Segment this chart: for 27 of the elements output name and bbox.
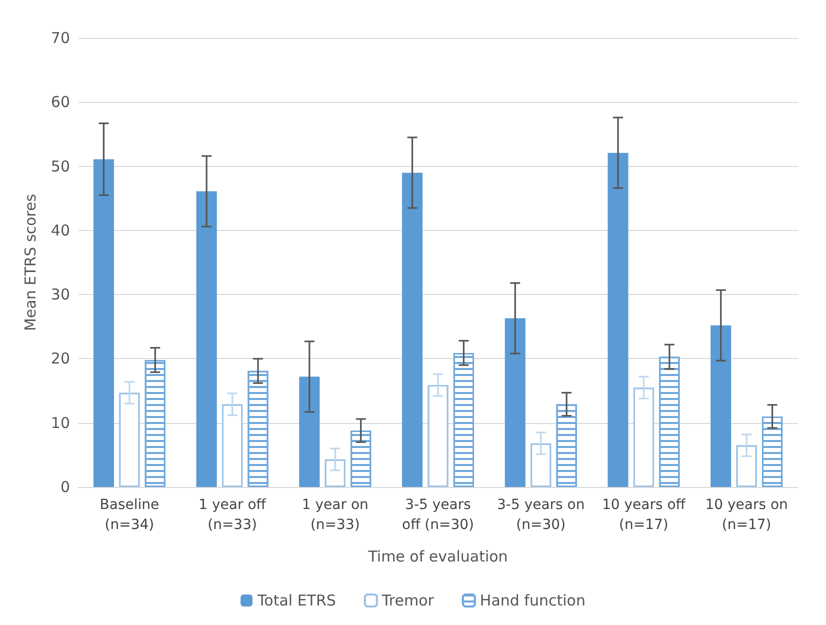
bar — [608, 152, 628, 487]
y-tick-label: 60 — [50, 93, 70, 112]
y-tick-label: 70 — [50, 29, 70, 47]
y-tick-label: 20 — [50, 350, 70, 368]
x-tick-label: Baseline (n=34) — [100, 497, 160, 533]
legend-label: Total ETRS — [256, 592, 336, 610]
y-tick-label: 10 — [50, 414, 70, 432]
y-axis-title: Mean ETRS scores — [22, 194, 40, 332]
x-tick-label: 10 years off (n=17) — [602, 497, 686, 533]
bar — [504, 318, 526, 487]
legend-label: Tremor — [380, 592, 435, 610]
legend-label: Hand function — [480, 592, 586, 610]
x-tick-label: 3-5 years on (n=30) — [496, 497, 585, 533]
bar — [710, 325, 732, 487]
x-tick-label: 3-5 years off (n=30) — [402, 497, 474, 533]
bar — [402, 172, 423, 487]
bar — [196, 191, 217, 487]
x-tick-label: 10 years on (n=17) — [705, 497, 788, 533]
y-tick-label: 30 — [50, 286, 70, 304]
bar — [299, 376, 320, 487]
y-tick-label: 40 — [50, 221, 70, 240]
x-axis-title: Time of evaluation — [367, 548, 508, 566]
y-tick-label: 50 — [50, 157, 70, 176]
x-tick-label: 1 year off (n=33) — [198, 497, 266, 533]
bar — [93, 159, 114, 487]
y-tick-label: 0 — [60, 478, 70, 496]
x-tick-label: 1 year on (n=33) — [302, 497, 368, 533]
